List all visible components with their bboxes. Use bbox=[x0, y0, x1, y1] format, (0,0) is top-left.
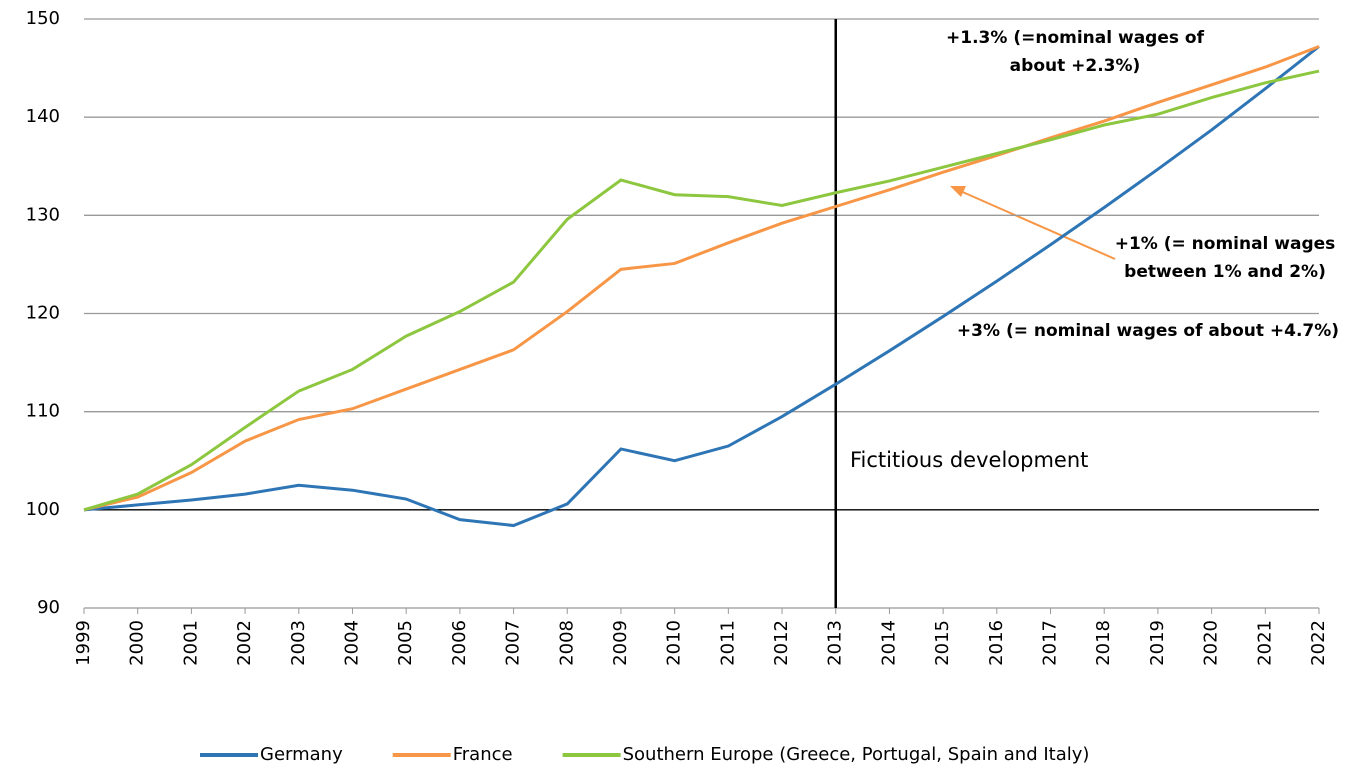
x-tick-label: 2018 bbox=[1093, 620, 1114, 666]
legend-label: Germany bbox=[260, 744, 343, 765]
annotation: +1% (= nominal wages bbox=[1115, 234, 1336, 254]
x-tick-label: 2008 bbox=[556, 620, 577, 666]
legend-label: Southern Europe (Greece, Portugal, Spain… bbox=[623, 744, 1090, 765]
x-tick-label: 2013 bbox=[825, 620, 846, 666]
arrow-head bbox=[950, 186, 966, 197]
y-tick-label: 150 bbox=[26, 8, 60, 29]
x-tick-label: 2019 bbox=[1147, 620, 1168, 666]
annotation: +1.3% (=nominal wages of bbox=[946, 28, 1205, 48]
x-tick-label: 2006 bbox=[449, 620, 470, 666]
y-tick-label: 110 bbox=[26, 401, 60, 422]
legend-label: France bbox=[453, 744, 513, 765]
annotation: about +2.3%) bbox=[1010, 56, 1141, 76]
x-tick-label: 2011 bbox=[717, 620, 738, 666]
x-tick-label: 2000 bbox=[127, 620, 148, 666]
x-tick-label: 1999 bbox=[73, 620, 94, 666]
x-tick-label: 2003 bbox=[288, 620, 309, 666]
y-tick-label: 90 bbox=[37, 597, 60, 618]
x-tick-label: 2002 bbox=[234, 620, 255, 666]
annotation-arrow bbox=[957, 189, 1116, 260]
x-tick-label: 2001 bbox=[180, 620, 201, 666]
x-tick-label: 2010 bbox=[664, 620, 685, 666]
x-tick-label: 2007 bbox=[503, 620, 524, 666]
series-line bbox=[83, 45, 1320, 528]
y-tick-label: 140 bbox=[26, 106, 60, 127]
x-tick-label: 2021 bbox=[1254, 620, 1275, 666]
x-tick-label: 2015 bbox=[932, 620, 953, 666]
y-tick-label: 100 bbox=[26, 499, 60, 520]
x-tick-label: 2022 bbox=[1308, 620, 1329, 666]
x-tick-label: 2020 bbox=[1201, 620, 1222, 666]
series-line bbox=[83, 45, 1320, 512]
x-tick-label: 2009 bbox=[610, 620, 631, 666]
annotation: +3% (= nominal wages of about +4.7%) bbox=[957, 321, 1339, 341]
annotation: Fictitious development bbox=[850, 448, 1088, 472]
y-tick-label: 120 bbox=[26, 303, 60, 324]
x-tick-label: 2004 bbox=[341, 620, 362, 666]
x-tick-label: 2016 bbox=[986, 620, 1007, 666]
annotation: between 1% and 2%) bbox=[1124, 262, 1326, 282]
x-tick-label: 2017 bbox=[1040, 620, 1061, 666]
x-tick-label: 2014 bbox=[878, 620, 899, 666]
x-tick-label: 2012 bbox=[771, 620, 792, 666]
x-tick-label: 2005 bbox=[395, 620, 416, 666]
series-line bbox=[83, 69, 1320, 512]
y-tick-label: 130 bbox=[26, 204, 60, 225]
